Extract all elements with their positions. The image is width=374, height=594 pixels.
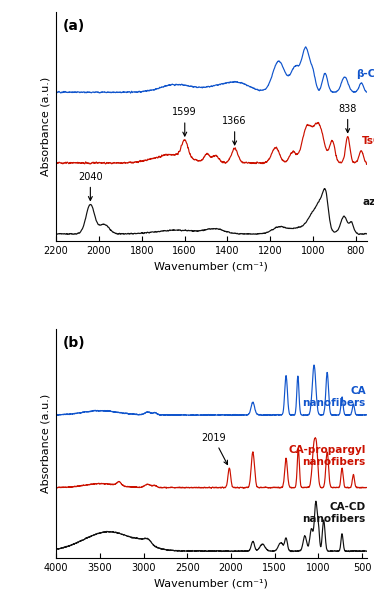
X-axis label: Wavenumber (cm⁻¹): Wavenumber (cm⁻¹) — [154, 262, 268, 272]
Text: 2019: 2019 — [201, 432, 227, 465]
Text: CA-propargyl
nanofibers: CA-propargyl nanofibers — [288, 445, 366, 467]
Text: CA-CD
nanofibers: CA-CD nanofibers — [303, 502, 366, 524]
Text: (b): (b) — [62, 336, 85, 350]
Text: 838: 838 — [338, 104, 357, 132]
Text: 1366: 1366 — [223, 116, 247, 145]
Text: (a): (a) — [62, 19, 85, 33]
Text: CA
nanofibers: CA nanofibers — [303, 386, 366, 407]
Text: TsO-β-CD: TsO-β-CD — [362, 135, 374, 146]
Text: β-CD: β-CD — [356, 69, 374, 79]
Text: azide-β-CD: azide-β-CD — [362, 197, 374, 207]
Text: 2040: 2040 — [78, 172, 103, 200]
Y-axis label: Absorbance (a.u.): Absorbance (a.u.) — [40, 77, 50, 176]
X-axis label: Wavenumber (cm⁻¹): Wavenumber (cm⁻¹) — [154, 579, 268, 589]
Text: 1599: 1599 — [172, 108, 197, 136]
Y-axis label: Absorbance (a.u.): Absorbance (a.u.) — [40, 394, 50, 493]
